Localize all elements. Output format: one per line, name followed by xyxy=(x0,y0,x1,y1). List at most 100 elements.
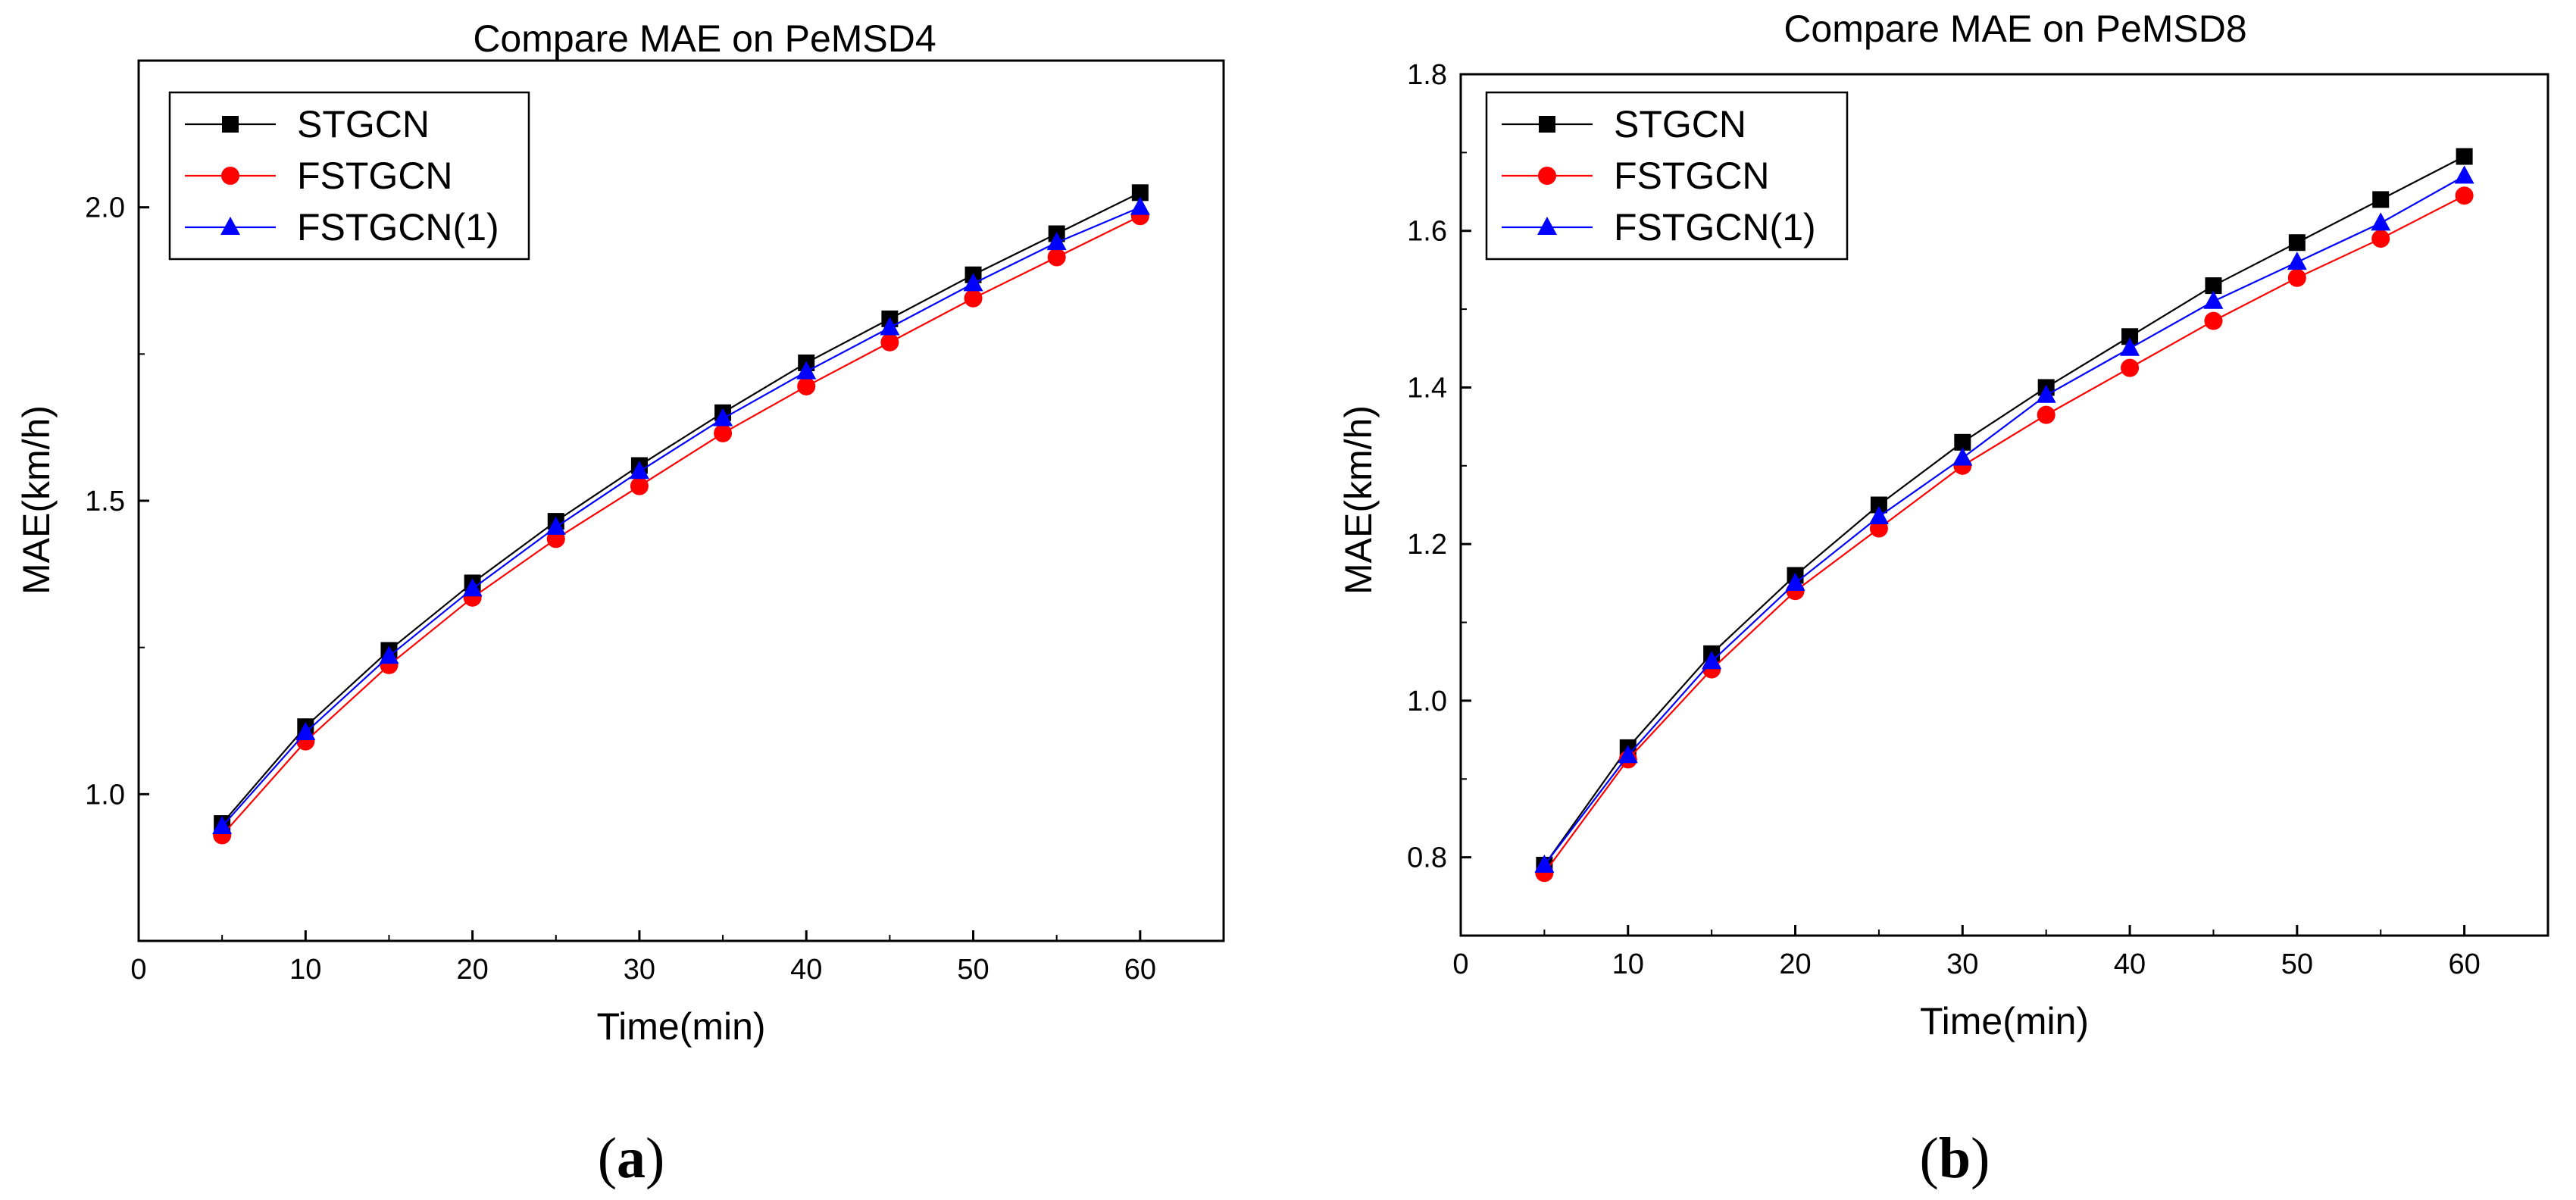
data-point xyxy=(2456,148,2473,165)
x-tick-label: 40 xyxy=(790,954,822,986)
data-point xyxy=(1702,651,1722,670)
legend-label: FSTGCN xyxy=(1614,155,1770,197)
x-axis-label: Time(min) xyxy=(596,1005,765,1048)
data-point xyxy=(1047,248,1066,267)
data-point xyxy=(462,578,483,597)
series-line xyxy=(221,192,1141,824)
series-line xyxy=(1543,175,2465,866)
data-point xyxy=(1046,232,1067,251)
data-point xyxy=(295,721,316,740)
series-line xyxy=(221,215,1141,836)
x-tick-label: 50 xyxy=(957,954,989,986)
panel-caption: (b) xyxy=(1920,1127,1990,1190)
x-tick-label: 60 xyxy=(1124,954,1156,986)
data-point xyxy=(2120,337,2140,356)
chart-title: Compare MAE on PeMSD4 xyxy=(473,17,936,60)
legend-marker xyxy=(221,167,239,185)
data-point xyxy=(797,377,816,395)
x-tick-label: 40 xyxy=(2114,948,2146,980)
x-tick-label: 20 xyxy=(1779,948,1811,980)
data-point xyxy=(2455,186,2474,205)
data-point xyxy=(1954,433,1971,451)
chart-panel-b: Compare MAE on PeMSD8 0 10 20 30 40 50 60 0.8 1.0… xyxy=(1337,8,2549,1190)
series-fstgcn xyxy=(213,207,1149,845)
data-point xyxy=(1131,184,1149,202)
series-line xyxy=(221,206,1141,827)
data-point xyxy=(546,516,566,535)
legend-marker xyxy=(1539,116,1555,133)
data-point xyxy=(2203,290,2224,309)
series-line xyxy=(1543,155,2465,866)
series-line xyxy=(1543,195,2465,873)
legend: STGCN FSTGCN FSTGCN(1) xyxy=(168,91,530,261)
x-tick-label: 50 xyxy=(2281,948,2313,980)
data-point xyxy=(2121,358,2140,377)
x-tick-label: 10 xyxy=(289,954,321,986)
data-point xyxy=(1534,854,1555,873)
y-tick-label: 1.0 xyxy=(1407,686,1447,717)
legend-label: STGCN xyxy=(297,103,430,145)
chart-title: Compare MAE on PeMSD8 xyxy=(1784,8,2246,50)
data-point xyxy=(2205,277,2222,295)
data-point xyxy=(880,317,900,336)
data-point xyxy=(1618,745,1638,764)
data-point xyxy=(630,477,649,495)
legend-label: FSTGCN(1) xyxy=(1614,206,1816,248)
x-tick-label: 20 xyxy=(456,954,488,986)
legend: STGCN FSTGCN FSTGCN(1) xyxy=(1485,91,1849,261)
data-point xyxy=(963,273,983,292)
legend-marker xyxy=(1537,217,1557,235)
x-tick-label: 0 xyxy=(1452,948,1468,980)
data-point xyxy=(2371,212,2391,231)
y-axis-label: MAE(km/h) xyxy=(1337,405,1380,595)
data-point xyxy=(2287,268,2306,287)
series-fstgcn-1- xyxy=(1534,165,2474,873)
x-tick-label: 30 xyxy=(624,954,655,986)
y-axis-label: MAE(km/h) xyxy=(15,405,58,595)
plot-frame xyxy=(1459,73,2549,937)
data-point xyxy=(2371,230,2390,248)
legend-marker xyxy=(1538,167,1556,185)
y-tick-label: 0.8 xyxy=(1407,842,1447,874)
y-tick-label: 1.2 xyxy=(1407,529,1447,561)
data-point xyxy=(2454,165,2474,184)
data-point xyxy=(2036,384,2056,403)
data-point xyxy=(2372,191,2390,208)
legend-label: FSTGCN(1) xyxy=(297,206,499,248)
series-fstgcn xyxy=(1535,186,2474,883)
data-point xyxy=(629,461,649,480)
x-tick-label: 60 xyxy=(2448,948,2480,980)
x-tick-label: 30 xyxy=(1946,948,1978,980)
chart-panel-a: Compare MAE on PeMSD4 0 10 20 30 40 50 60 1.0 1.5… xyxy=(15,17,1225,1190)
data-point xyxy=(2287,252,2307,270)
y-tick-label: 1.5 xyxy=(85,486,125,517)
data-point xyxy=(212,815,233,834)
panel-caption: (a) xyxy=(598,1127,665,1190)
y-tick-label: 1.4 xyxy=(1407,372,1447,404)
series-fstgcn-1- xyxy=(212,196,1150,834)
data-point xyxy=(1868,506,1889,525)
y-tick-label: 1.0 xyxy=(85,779,125,811)
legend-label: STGCN xyxy=(1614,103,1746,145)
data-point xyxy=(379,645,399,664)
y-tick-label: 1.8 xyxy=(1407,59,1447,91)
data-point xyxy=(2037,405,2055,424)
data-point xyxy=(713,408,733,427)
data-point xyxy=(2288,234,2306,252)
data-point xyxy=(714,423,733,442)
data-point xyxy=(1785,572,1805,591)
x-tick-label: 0 xyxy=(130,954,146,986)
data-point xyxy=(1870,496,1887,514)
data-point xyxy=(1130,196,1150,215)
legend-marker xyxy=(222,116,239,133)
legend-label: FSTGCN xyxy=(297,155,453,197)
data-point xyxy=(796,361,817,380)
legend-marker xyxy=(220,217,240,235)
data-point xyxy=(1952,447,1973,466)
x-axis-label: Time(min) xyxy=(1920,1000,2089,1042)
data-point xyxy=(880,333,899,352)
x-tick-label: 10 xyxy=(1612,948,1644,980)
y-tick-label: 2.0 xyxy=(85,192,125,224)
data-point xyxy=(2204,311,2223,330)
